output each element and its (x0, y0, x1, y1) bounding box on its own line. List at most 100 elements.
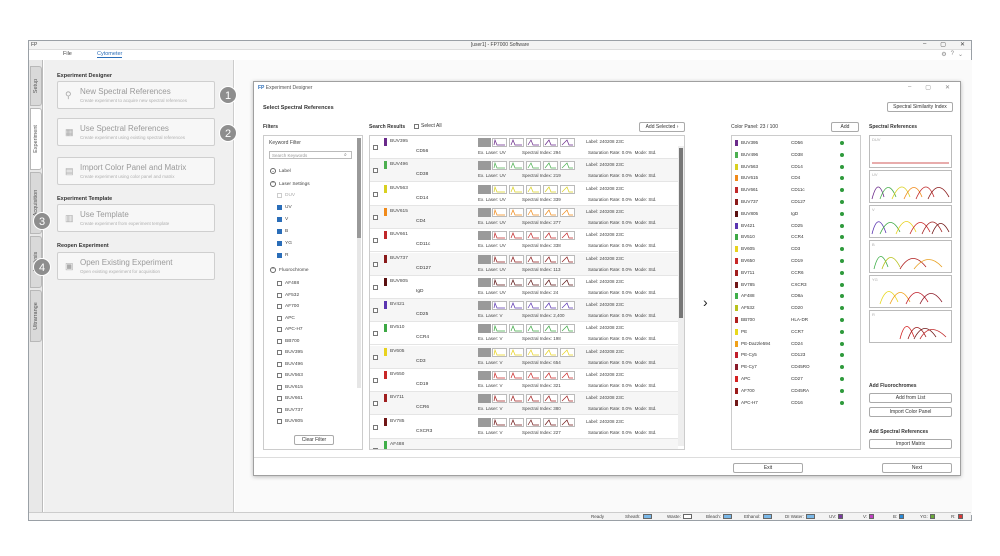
color-panel-row[interactable]: PE-Dazzle594 CD24 (732, 340, 860, 348)
result-row[interactable]: AF488 (370, 438, 678, 449)
use-template-button[interactable]: ▥ Use Template Create experiment from ex… (57, 204, 215, 232)
gear-icon[interactable]: ⚙ (941, 52, 947, 58)
result-checkbox[interactable] (373, 145, 378, 150)
color-panel-row[interactable]: BV785 CXCR3 (732, 281, 860, 289)
result-checkbox[interactable] (373, 261, 378, 267)
fluoro-filter-checkbox[interactable]: BUV661 (277, 396, 303, 401)
search-input[interactable]: Search Keywords (269, 151, 352, 159)
help-icon[interactable]: ? (950, 51, 954, 57)
laser-settings-toggle[interactable]: ⌃ Laser Settings (270, 181, 310, 187)
result-row[interactable]: BUV563 CD14 Label: 240208 23C Ex. Laser: UV… (370, 183, 678, 206)
result-checkbox[interactable] (373, 238, 378, 244)
exit-button[interactable]: Exit (733, 463, 803, 473)
result-row[interactable]: BUV661 CD11c Label: 240208 23C Ex. Laser: U… (370, 229, 678, 253)
next-button[interactable]: Next (882, 463, 952, 473)
color-panel-row[interactable]: BB700 HLA-DR (732, 316, 860, 324)
result-row[interactable]: BV510 CCR4 Label: 240208 23C Ex. Laser: V Sp… (370, 322, 678, 346)
label-filter-toggle[interactable]: ⌄ Label (270, 168, 291, 174)
color-panel-row[interactable]: BUV661 CD11c (732, 186, 860, 194)
minimize-icon[interactable]: – (922, 41, 927, 47)
add-from-list-button[interactable]: Add from List (869, 393, 952, 403)
laser-checkbox-v[interactable]: V (277, 217, 288, 222)
fluoro-filter-checkbox[interactable]: AF700 (277, 304, 299, 309)
fluoro-filter-checkbox[interactable]: BUV615 (277, 384, 303, 390)
result-row[interactable]: BV785 CXCR3 Label: 240208 23C Ex. Laser: V S… (370, 416, 678, 439)
fluorochrome-toggle[interactable]: ⌃ Fluorochrome (270, 267, 309, 273)
color-panel-row[interactable]: BV711 CCR6 (732, 269, 860, 277)
color-panel-row[interactable]: PE CCR7 (732, 328, 860, 336)
result-checkbox[interactable] (373, 284, 378, 290)
result-row[interactable]: BV605 CD3 Label: 240208 23C Ex. Laser: V Spe… (370, 345, 678, 369)
fluoro-filter-checkbox[interactable]: BUV496 (277, 361, 303, 367)
select-all-checkbox[interactable]: Select All (414, 123, 442, 129)
result-row[interactable]: BV421 CD25 Label: 240208 23C Ex. Laser: V Sp… (370, 299, 678, 323)
color-panel-row[interactable]: BUV805 IgD (732, 210, 860, 218)
new-spectral-references-button[interactable]: ⚲ New Spectral References Create experim… (57, 81, 215, 109)
menu-cytometer[interactable]: Cytometer (97, 51, 123, 58)
color-panel-row[interactable]: PE-Cy7 CD45RO (732, 363, 860, 371)
open-existing-experiment-button[interactable]: ▣ Open Existing Experiment Open existing… (57, 252, 215, 280)
import-color-panel-button[interactable]: ▤ Import Color Panel and Matrix Create e… (57, 157, 215, 185)
color-panel-row[interactable]: PE-Cy5 CD123 (732, 351, 860, 359)
color-panel-row[interactable]: BV605 CD3 (732, 245, 860, 253)
fluoro-filter-checkbox[interactable]: AF488 (277, 281, 299, 286)
color-panel-row[interactable]: BUV563 CD14 (732, 163, 860, 171)
color-panel-row[interactable]: BV421 CD25 (732, 222, 860, 230)
result-checkbox[interactable] (373, 331, 378, 337)
result-checkbox[interactable] (373, 191, 378, 197)
fluoro-filter-checkbox[interactable]: AF532 (277, 292, 299, 298)
minimize-icon[interactable]: – (907, 84, 912, 90)
color-panel-row[interactable]: APC CD27 (732, 375, 860, 383)
color-panel-row[interactable]: BUV737 CD127 (732, 198, 860, 206)
use-spectral-references-button[interactable]: ▦ Use Spectral References Create experim… (57, 118, 215, 146)
add-selected-button[interactable]: Add Selected › (639, 122, 685, 132)
tab-experiment[interactable]: Experiment (30, 108, 42, 170)
tab-ultrarrange[interactable]: Ultrarrange (30, 290, 42, 342)
maximize-icon[interactable]: ▢ (940, 42, 946, 48)
result-row[interactable]: BV711 CCR6 Label: 240208 23C Ex. Laser: V Sp… (370, 392, 678, 416)
result-row[interactable]: BUV496 CD38 Label: 240208 23C Ex. Laser: UV… (370, 159, 678, 183)
result-row[interactable]: BUV395 CD56 Label: 240208 23C Ex. Laser: UV… (370, 136, 678, 159)
fluoro-filter-checkbox[interactable]: BUV805 (277, 419, 303, 424)
close-icon[interactable]: ✕ (959, 42, 965, 48)
result-row[interactable]: BUV805 IgD Label: 240208 23C Ex. Laser: UV S… (370, 276, 678, 299)
fluoro-filter-checkbox[interactable]: BUV737 (277, 407, 303, 413)
laser-checkbox-b[interactable]: B (277, 229, 288, 234)
color-panel-row[interactable]: BUV395 CD56 (732, 139, 860, 147)
result-checkbox[interactable] (373, 424, 378, 430)
import-matrix-button[interactable]: Import Matrix (869, 439, 952, 449)
color-panel-row[interactable]: BV650 CD19 (732, 257, 860, 265)
add-button[interactable]: Add (831, 122, 859, 132)
fluoro-filter-checkbox[interactable]: BB700 (277, 338, 299, 344)
result-checkbox[interactable] (373, 354, 378, 360)
fluoro-filter-checkbox[interactable]: APC (277, 315, 295, 321)
tab-setup[interactable]: Setup (30, 66, 42, 106)
result-checkbox[interactable] (373, 308, 378, 314)
result-checkbox[interactable] (373, 447, 378, 449)
results-scrollbar[interactable] (678, 146, 684, 446)
result-checkbox[interactable] (373, 168, 378, 174)
spectral-similarity-index-button[interactable]: Spectral Similarity Index (887, 102, 953, 112)
laser-checkbox-yg[interactable]: YG (277, 241, 292, 246)
laser-checkbox-uv[interactable]: UV (277, 205, 292, 210)
color-panel-row[interactable]: BUV615 CD4 (732, 174, 860, 182)
clear-filter-button[interactable]: Clear Filter (294, 435, 334, 445)
result-checkbox[interactable] (373, 401, 378, 407)
import-color-panel-button[interactable]: Import Color Panel (869, 407, 952, 417)
laser-checkbox-r[interactable]: R (277, 253, 288, 258)
color-panel-row[interactable]: APC-H7 CD16 (732, 399, 860, 407)
result-row[interactable]: BUV615 CD4 Label: 240208 23C Ex. Laser: UV S… (370, 205, 678, 229)
fluoro-filter-checkbox[interactable]: BUV563 (277, 373, 303, 378)
color-panel-row[interactable]: AF532 CD20 (732, 304, 860, 312)
fluoro-filter-checkbox[interactable]: APC-H7 (277, 327, 303, 332)
result-row[interactable]: BV650 CD19 Label: 240208 23C Ex. Laser: V Sp… (370, 369, 678, 392)
menu-file[interactable]: File (63, 51, 72, 57)
fluoro-filter-checkbox[interactable]: BUV395 (277, 350, 303, 355)
color-panel-row[interactable]: AF488 CD8a (732, 292, 860, 300)
result-checkbox[interactable] (373, 214, 378, 220)
color-panel-row[interactable]: AF700 CD45RA (732, 387, 860, 395)
maximize-icon[interactable]: ▢ (925, 85, 931, 91)
close-icon[interactable]: ✕ (944, 85, 950, 91)
filters-scrollbar[interactable] (357, 138, 361, 388)
result-checkbox[interactable] (373, 378, 378, 383)
